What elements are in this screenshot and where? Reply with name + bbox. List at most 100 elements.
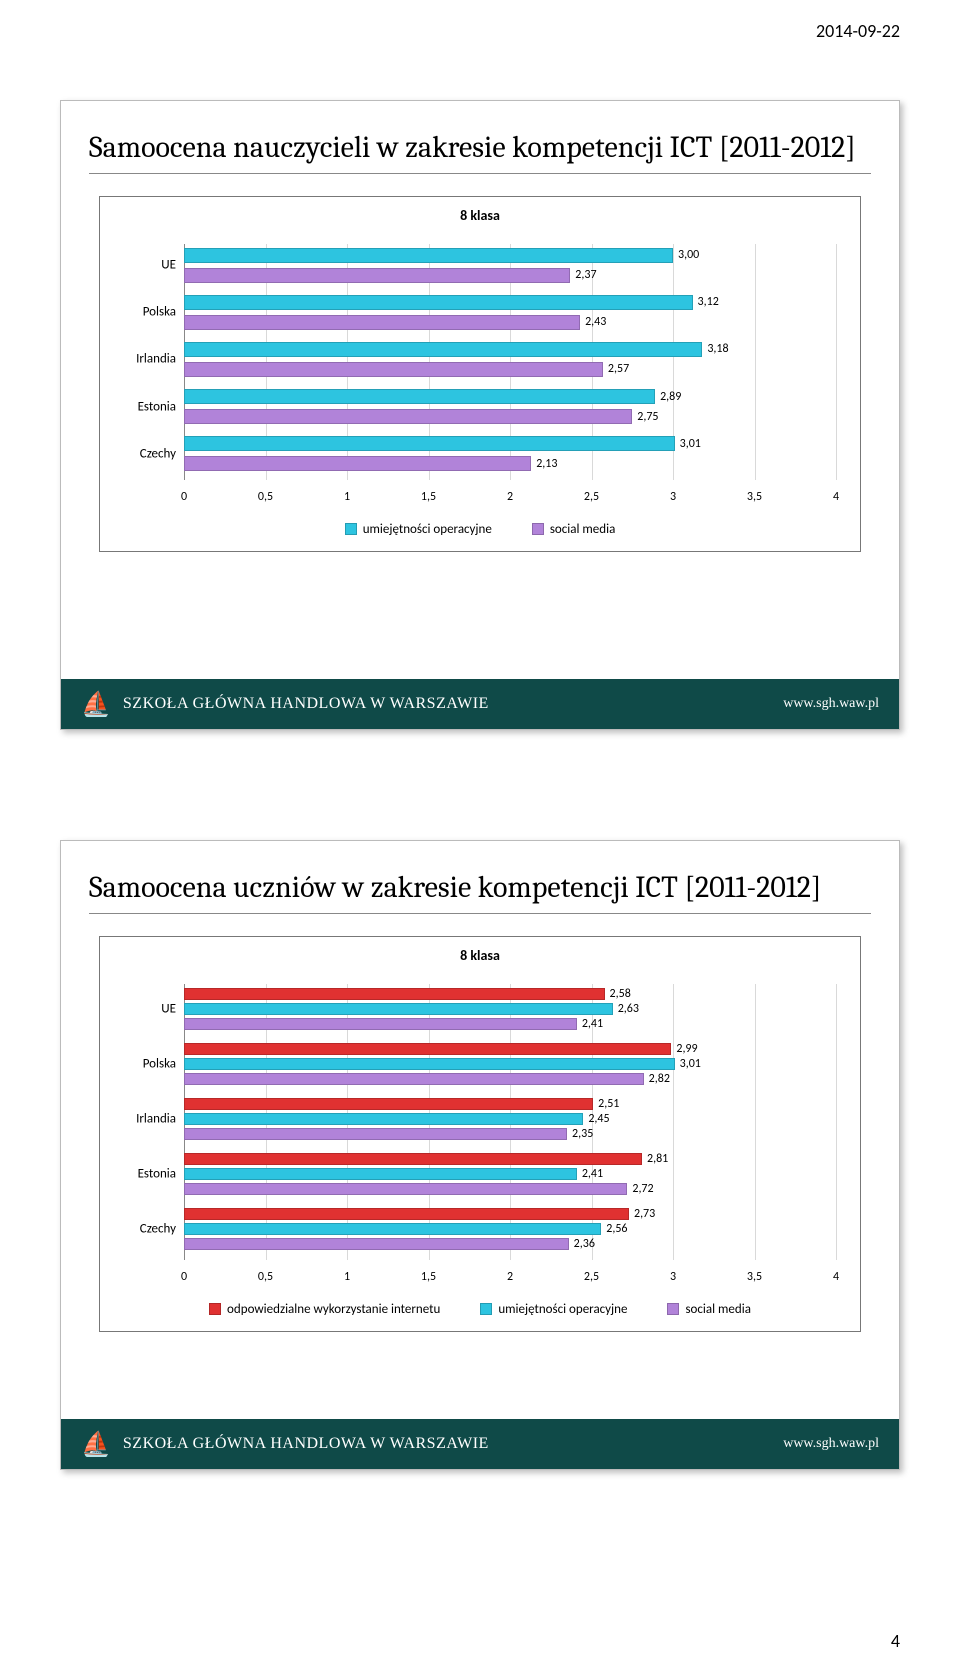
chart-frame: 8 klasa 00,511,522,533,54UE2,582,632,41P… [99,936,861,1332]
category-label: Polska [118,305,184,320]
bar-value-label: 3,01 [674,437,701,451]
page-date: 2014-09-22 [816,20,900,42]
legend-swatch [209,1303,221,1315]
legend-item: umiejętności operacyjne [480,1302,627,1317]
bar: 2,89 [184,389,655,404]
bar-value-label: 2,75 [631,410,658,424]
bar: 2,43 [184,315,580,330]
bar-value-label: 2,35 [566,1127,593,1141]
gridline [836,244,837,480]
x-tick-label: 1 [344,1270,350,1284]
bar-value-label: 2,81 [641,1152,668,1166]
bar-value-label: 2,36 [568,1237,595,1251]
category-label: Czechy [118,1222,184,1237]
bar: 2,57 [184,362,603,377]
x-tick-label: 0,5 [258,1270,273,1284]
bar: 2,41 [184,1168,577,1180]
bar-value-label: 2,37 [569,268,596,282]
bar: 2,81 [184,1153,642,1165]
x-tick-label: 0 [181,490,187,504]
legend-label: umiejętności operacyjne [498,1302,627,1317]
x-tick-label: 3 [670,490,676,504]
bar-value-label: 2,45 [582,1112,609,1126]
bar-value-label: 3,01 [674,1057,701,1071]
bar-value-label: 2,89 [654,390,681,404]
x-tick-label: 1 [344,490,350,504]
category-label: Czechy [118,446,184,461]
category-label: UE [118,258,184,273]
bar-value-label: 2,13 [530,457,557,471]
bar: 2,41 [184,1018,577,1030]
chart-category-row: Czechy3,012,13 [184,436,836,471]
bar-value-label: 2,73 [628,1207,655,1221]
slide-footer: ⛵SZKOŁA GŁÓWNA HANDLOWA W WARSZAWIEwww.s… [61,679,899,729]
category-label: Estonia [118,1167,184,1182]
institution-name: SZKOŁA GŁÓWNA HANDLOWA W WARSZAWIE [123,1435,489,1453]
legend-swatch [480,1303,492,1315]
bar: 3,01 [184,436,675,451]
legend-item: odpowiedzialne wykorzystanie internetu [209,1302,440,1317]
bar-value-label: 3,18 [701,342,728,356]
x-tick-label: 4 [833,1270,839,1284]
chart-title: 8 klasa [114,947,846,964]
x-tick-label: 1,5 [421,1270,436,1284]
legend-label: social media [550,522,615,537]
page-number: 4 [891,1630,900,1652]
x-tick-label: 4 [833,490,839,504]
slide-teachers: Samoocena nauczycieli w zakresie kompete… [60,100,900,730]
chart-category-row: Estonia2,892,75 [184,389,836,424]
institution-name: SZKOŁA GŁÓWNA HANDLOWA W WARSZAWIE [123,695,489,713]
category-label: UE [118,1001,184,1016]
institution-logo-icon: ⛵ [81,690,111,719]
chart-category-row: Estonia2,812,412,72 [184,1153,836,1195]
bar: 3,12 [184,295,693,310]
bar: 2,51 [184,1098,593,1110]
bar: 2,58 [184,988,605,1000]
legend-swatch [345,523,357,535]
x-tick-label: 2,5 [584,1270,599,1284]
bar: 3,01 [184,1058,675,1070]
chart-category-row: Czechy2,732,562,36 [184,1208,836,1250]
chart-frame: 8 klasa 00,511,522,533,54UE3,002,37Polsk… [99,196,861,552]
bar: 2,35 [184,1128,567,1140]
legend-label: odpowiedzialne wykorzystanie internetu [227,1302,440,1317]
bar-value-label: 3,00 [672,248,699,262]
bar-value-label: 2,72 [626,1182,653,1196]
gridline [836,984,837,1260]
bar-value-label: 2,57 [602,362,629,376]
bar-value-label: 2,43 [579,315,606,329]
bar-value-label: 3,12 [692,295,719,309]
x-tick-label: 2 [507,490,513,504]
legend-swatch [532,523,544,535]
chart-legend: odpowiedzialne wykorzystanie internetu um… [114,1302,846,1317]
x-tick-label: 0,5 [258,490,273,504]
bar: 2,75 [184,409,632,424]
bar: 2,13 [184,456,531,471]
bar: 2,63 [184,1003,613,1015]
bar-value-label: 2,58 [604,987,631,1001]
chart-category-row: Polska2,993,012,82 [184,1043,836,1085]
slide-title: Samoocena uczniów w zakresie kompetencji… [89,869,871,914]
institution-url: www.sgh.waw.pl [783,1436,879,1452]
x-tick-label: 3,5 [747,1270,762,1284]
bar-value-label: 2,41 [576,1167,603,1181]
legend-item: social media [532,522,615,537]
x-tick-label: 2,5 [584,490,599,504]
legend-label: umiejętności operacyjne [363,522,492,537]
legend-swatch [667,1303,679,1315]
chart-category-row: Irlandia2,512,452,35 [184,1098,836,1140]
bar: 2,72 [184,1183,627,1195]
x-tick-label: 2 [507,1270,513,1284]
category-label: Estonia [118,399,184,414]
chart-plot-area: 00,511,522,533,54UE3,002,37Polska3,122,4… [184,244,836,504]
bar: 2,56 [184,1223,601,1235]
bar: 3,00 [184,248,673,263]
bar: 2,45 [184,1113,583,1125]
chart-category-row: Polska3,122,43 [184,295,836,330]
slide-footer: ⛵SZKOŁA GŁÓWNA HANDLOWA W WARSZAWIEwww.s… [61,1419,899,1469]
bar: 2,82 [184,1073,644,1085]
bar: 2,37 [184,268,570,283]
bar-value-label: 2,63 [612,1002,639,1016]
bar: 2,73 [184,1208,629,1220]
bar-value-label: 2,41 [576,1017,603,1031]
